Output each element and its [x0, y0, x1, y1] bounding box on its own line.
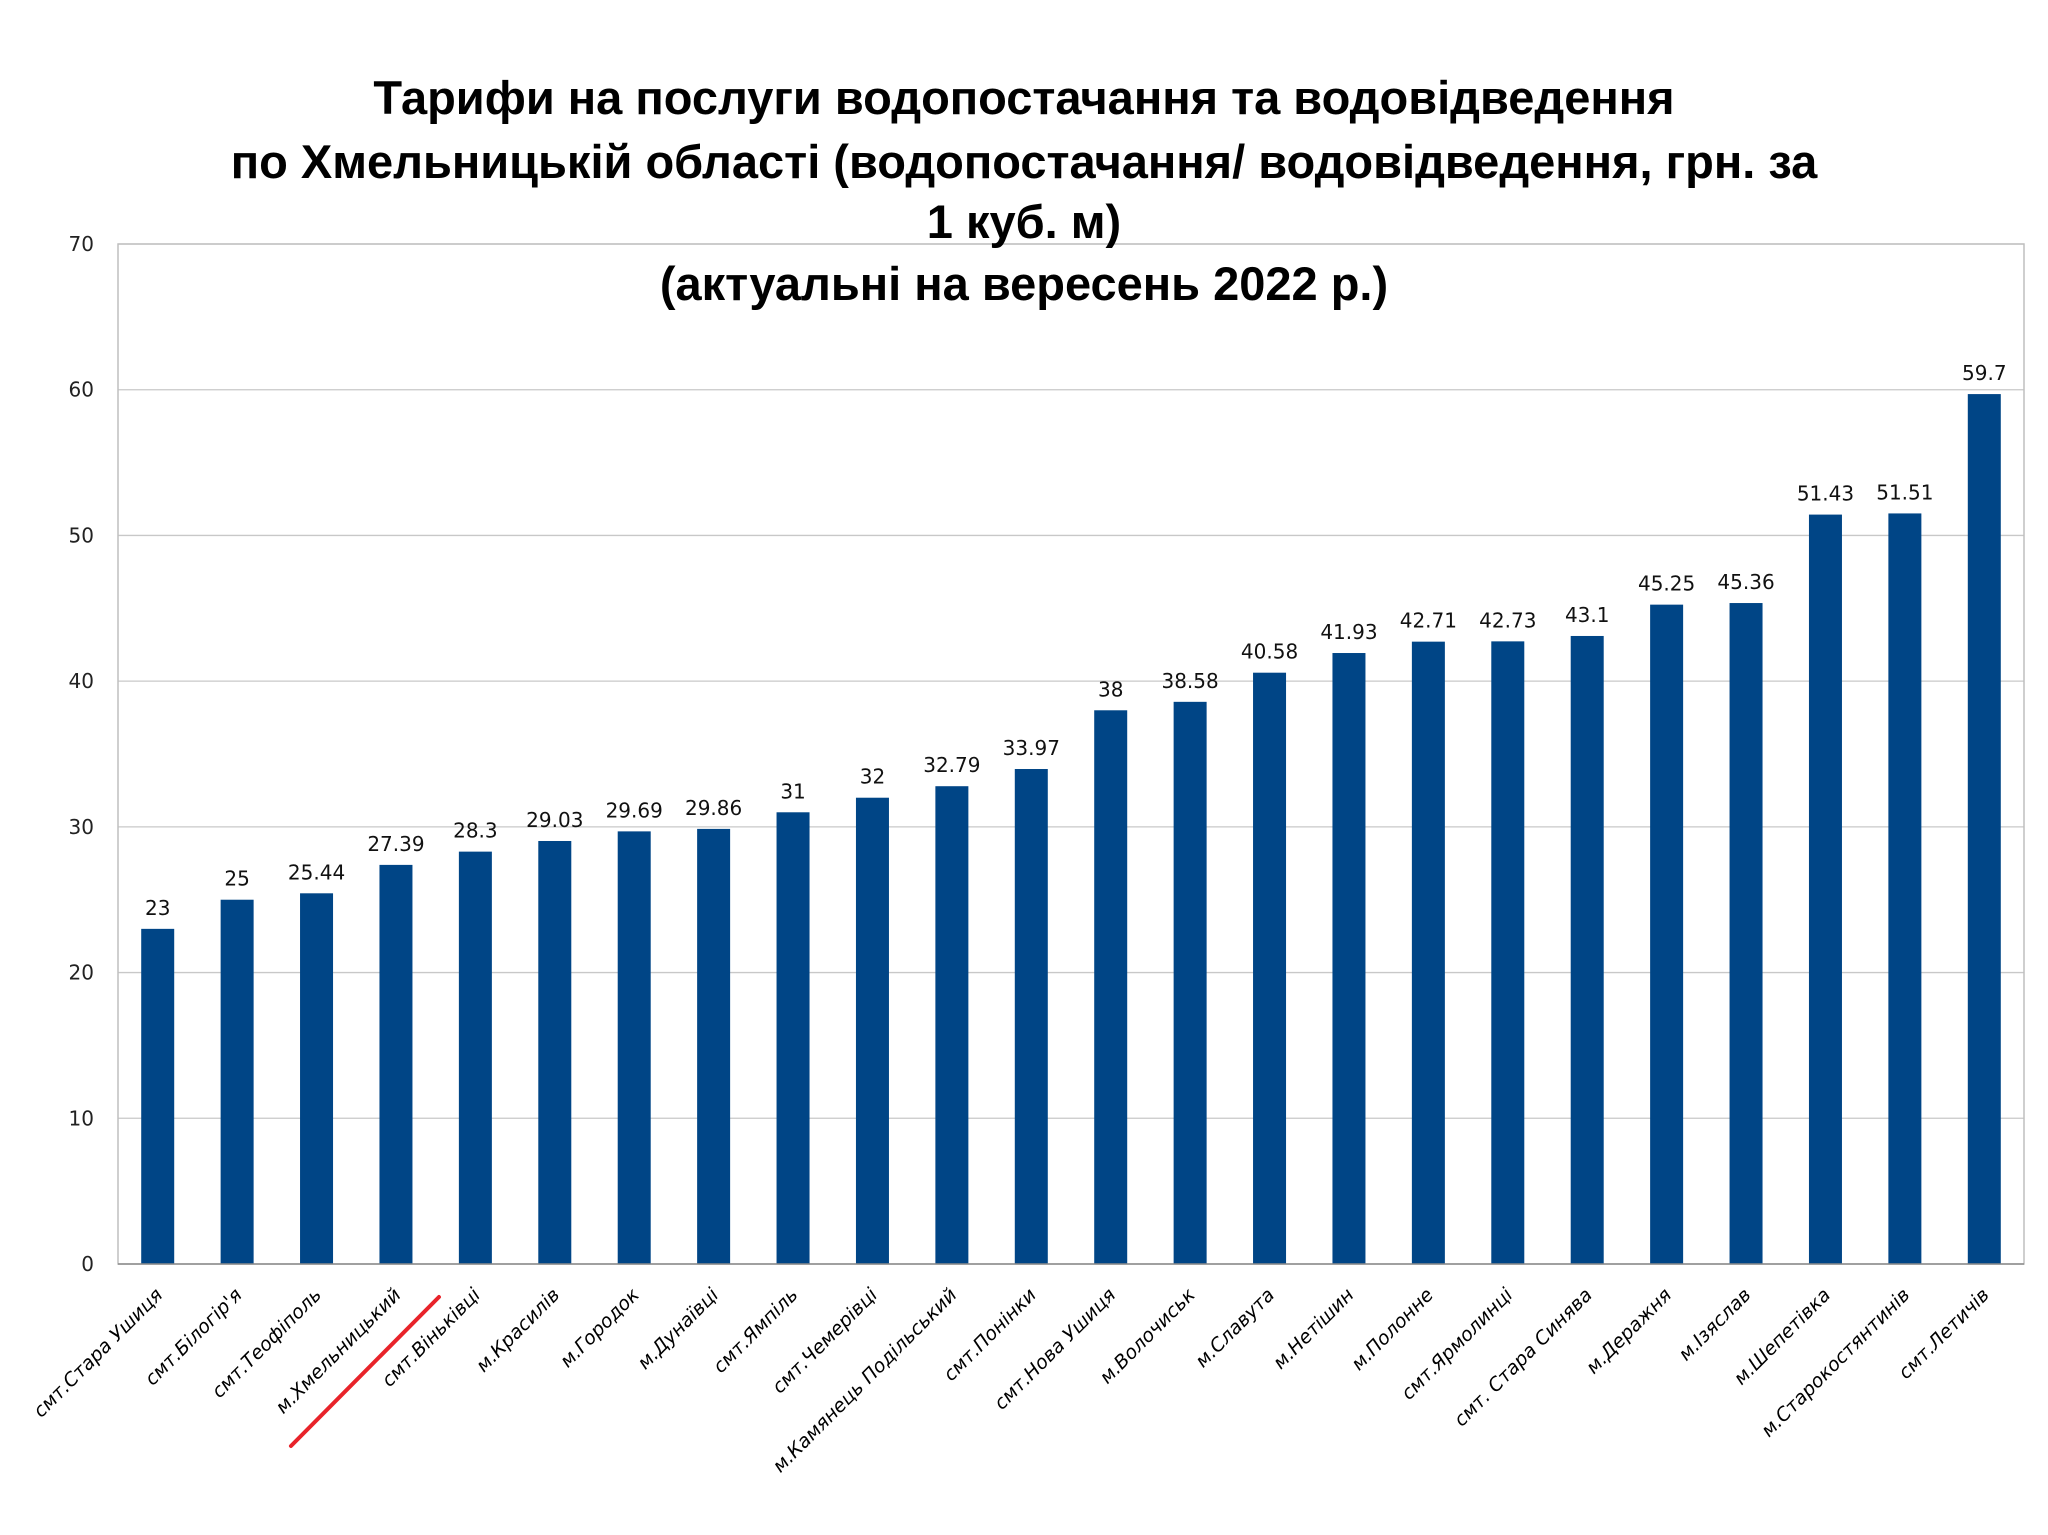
bar — [1094, 710, 1128, 1264]
y-tick-label: 0 — [81, 1252, 94, 1276]
data-label: 29.03 — [526, 808, 583, 832]
highlight-underline — [288, 1295, 441, 1448]
bar — [220, 899, 254, 1264]
x-tick-label: смт. Стара Синява — [1450, 1284, 1597, 1431]
data-label: 45.25 — [1638, 572, 1695, 596]
data-label: 43.1 — [1565, 603, 1610, 627]
chart-title-line-3: 1 куб. м) — [926, 195, 1122, 248]
data-label: 42.71 — [1400, 609, 1457, 633]
data-label: 42.73 — [1479, 608, 1536, 632]
bar — [1729, 603, 1763, 1264]
data-label: 31 — [780, 779, 805, 803]
data-label: 41.93 — [1320, 620, 1377, 644]
bar — [776, 812, 810, 1264]
y-tick-label: 50 — [69, 523, 94, 547]
x-tick-label: смт.Стара Ушиця — [29, 1284, 167, 1422]
y-tick-label: 40 — [69, 669, 94, 693]
x-tick-label: м.Славута — [1191, 1284, 1279, 1372]
data-label: 51.43 — [1797, 482, 1854, 506]
bar — [1650, 604, 1684, 1264]
bar — [1014, 769, 1048, 1264]
data-label: 51.51 — [1876, 480, 1933, 504]
data-label: 28.3 — [453, 819, 498, 843]
bar — [1808, 514, 1842, 1264]
bar — [855, 797, 889, 1264]
bar — [1253, 672, 1287, 1264]
data-label: 32.79 — [923, 753, 980, 777]
x-tick-label: м.Деражня — [1582, 1284, 1676, 1378]
y-tick-label: 20 — [69, 961, 94, 985]
chart-title-line-1: Тарифи на послуги водопостачання та водо… — [373, 71, 1675, 124]
data-label: 32 — [860, 765, 885, 789]
data-label: 29.86 — [685, 796, 742, 820]
bar — [1411, 641, 1445, 1264]
data-label: 33.97 — [1003, 736, 1060, 760]
bar — [538, 840, 572, 1264]
data-label: 29.69 — [606, 798, 663, 822]
chart-title-line-4: (актуальні на вересень 2022 р.) — [659, 257, 1389, 310]
x-tick-label: м.Городок — [556, 1284, 644, 1372]
bar — [935, 786, 969, 1264]
bar — [697, 828, 731, 1264]
bar — [458, 851, 492, 1264]
bar — [1173, 701, 1207, 1264]
bar — [1491, 641, 1525, 1264]
x-tick-label: м.Нетішин — [1269, 1284, 1359, 1374]
bar — [1570, 635, 1604, 1264]
bar — [1332, 653, 1366, 1264]
data-label: 23 — [145, 896, 170, 920]
bar — [141, 928, 175, 1264]
data-label: 45.36 — [1717, 570, 1774, 594]
y-tick-label: 60 — [69, 378, 94, 402]
x-tick-label: м.Красилів — [472, 1284, 565, 1377]
data-label: 38 — [1098, 677, 1123, 701]
y-tick-label: 70 — [69, 232, 94, 256]
data-label: 27.39 — [367, 832, 424, 856]
data-label: 59.7 — [1962, 361, 2007, 385]
chart-title-line-2: по Хмельницькій області (водопостачання/… — [230, 135, 1818, 188]
bar — [300, 893, 334, 1264]
bar — [617, 831, 651, 1264]
data-label: 40.58 — [1241, 640, 1298, 664]
data-label: 25 — [224, 867, 249, 891]
x-tick-label: м.Ізяслав — [1674, 1284, 1755, 1365]
bar — [1888, 513, 1922, 1264]
bar — [379, 864, 413, 1264]
bar — [1967, 394, 2001, 1265]
x-tick-label: м.Старокостянтинів — [1757, 1284, 1915, 1442]
y-tick-label: 10 — [69, 1106, 94, 1130]
y-tick-label: 30 — [69, 815, 94, 839]
data-label: 38.58 — [1161, 669, 1218, 693]
data-label: 25.44 — [288, 860, 345, 884]
